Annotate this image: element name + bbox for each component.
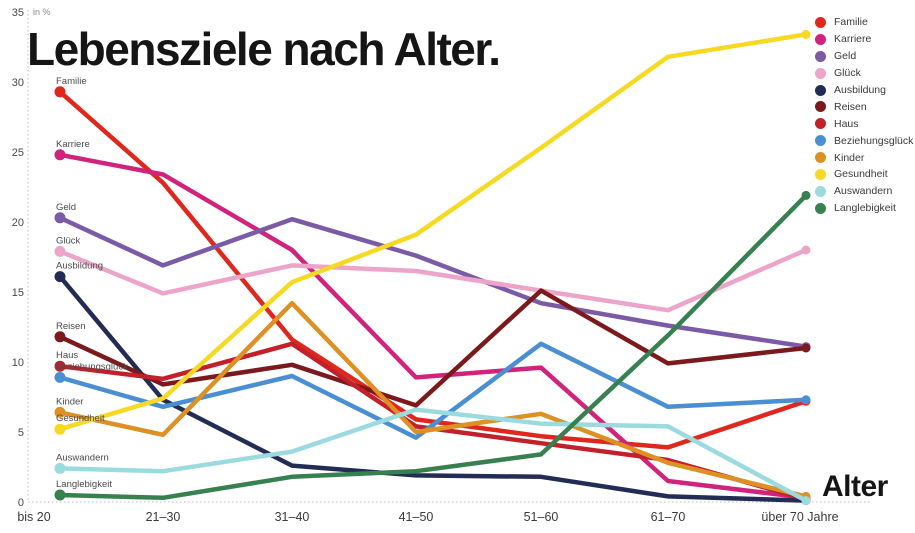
series-line-auswandern [57,407,809,503]
series-start-label: Reisen [56,321,86,332]
legend-label: Geld [834,50,857,63]
series-start-label: Ausbildung [56,261,103,272]
series-line-glück [57,247,809,313]
series-line-kinder [57,300,809,499]
series-start-label: Auswandern [56,452,109,463]
x-tick-label: über 70 Jahre [761,510,838,524]
legend-swatch-icon [815,16,826,28]
y-tick-label: 35 [12,7,24,19]
series-line-beziehungsglück [57,341,809,440]
x-axis-title: Alter [822,470,888,503]
series-start-label: Karriere [56,139,90,150]
series-start-dot [54,360,66,372]
series-start-dot [54,271,66,283]
series-start-label: Glück [56,235,81,246]
legend-item: Beziehungsglück [815,132,913,149]
legend-item: Haus [815,115,913,132]
series-start-label: Beziehungsglück [56,361,128,372]
legend-item: Kinder [815,149,913,166]
legend-item: Langlebigkeit [815,200,913,217]
legend-swatch-icon [815,202,826,214]
series-start-label: Haus [56,350,78,361]
legend-item: Familie [815,14,913,31]
series-start-label: Gesundheit [56,413,105,424]
x-tick-label: 41–50 [399,510,434,524]
y-tick-label: 10 [12,357,24,369]
series-start-dot [54,371,66,383]
legend-item: Gesundheit [815,166,913,183]
series-start-dot [54,149,66,161]
series-line-gesundheit [57,32,809,432]
legend-label: Familie [834,16,868,29]
series-end-dot [801,496,811,506]
series-end-dot [801,343,811,353]
series-start-label: Langlebigkeit [56,479,112,490]
series-start-dot [54,489,66,501]
legend-swatch-icon [815,67,826,79]
legend-label: Glück [834,67,861,80]
series-line-karriere [57,152,809,501]
series-start-dot [54,406,66,418]
series-end-dot [801,245,811,255]
legend-label: Gesundheit [834,168,888,181]
legend-label: Karriere [834,33,872,46]
series-end-dot [801,395,811,405]
legend-label: Ausbildung [834,84,886,96]
y-tick-label: 5 [18,427,24,439]
legend-swatch-icon [815,185,826,197]
series-start-dot [54,245,66,257]
series-start-dot [54,423,66,435]
legend-swatch-icon [815,50,826,62]
series-line-familie [57,89,809,450]
legend-item: Glück [815,65,913,82]
legend-label: Beziehungsglück [834,134,914,147]
y-tick-label: 0 [18,497,24,509]
legend-item: Auswandern [815,183,913,200]
series-line-geld [57,215,809,349]
legend: Familie Karriere Geld Glück Ausbildung Reisen… [815,14,913,217]
legend-swatch-icon [815,33,826,45]
series-end-dot [801,190,811,200]
x-tick-label: 31–40 [275,510,310,524]
legend-swatch-icon [815,118,826,130]
series-start-dot [54,212,66,224]
legend-label: Langlebigkeit [834,202,896,215]
series-line-reisen [57,288,809,408]
y-tick-label: 30 [12,77,24,89]
legend-label: Kinder [834,151,865,164]
legend-label: Reisen [834,100,867,113]
y-tick-label: 15 [12,287,24,299]
legend-item: Karriere [815,31,913,48]
legend-swatch-icon [815,168,826,180]
legend-swatch-icon [815,135,826,147]
series-start-dot [54,86,66,98]
series-start-dot [54,331,66,343]
legend-label: Haus [834,117,859,130]
series-start-label: Familie [56,76,87,87]
legend-item: Ausbildung [815,82,913,99]
y-tick-label: 25 [12,147,24,159]
x-tick-label: 51–60 [524,510,559,524]
series-line-haus [57,341,809,502]
legend-label: Auswandern [834,185,893,198]
x-tick-label: 61–70 [651,510,686,524]
y-tick-label: 20 [12,217,24,229]
series-start-label: Kinder [56,396,83,407]
series-start-dot [54,462,66,474]
series-end-dot [801,29,811,39]
legend-swatch-icon [815,84,826,96]
series-line-langlebigkeit [57,193,809,501]
x-tick-label: bis 20 [17,510,50,524]
legend-item: Geld [815,48,913,65]
legend-swatch-icon [815,101,826,113]
legend-item: Reisen [815,98,913,115]
legend-swatch-icon [815,152,826,164]
x-tick-label: 21–30 [146,510,181,524]
unit-label: in % [33,7,51,17]
series-start-label: Geld [56,202,76,213]
chart-title: Lebensziele nach Alter. [27,23,501,75]
